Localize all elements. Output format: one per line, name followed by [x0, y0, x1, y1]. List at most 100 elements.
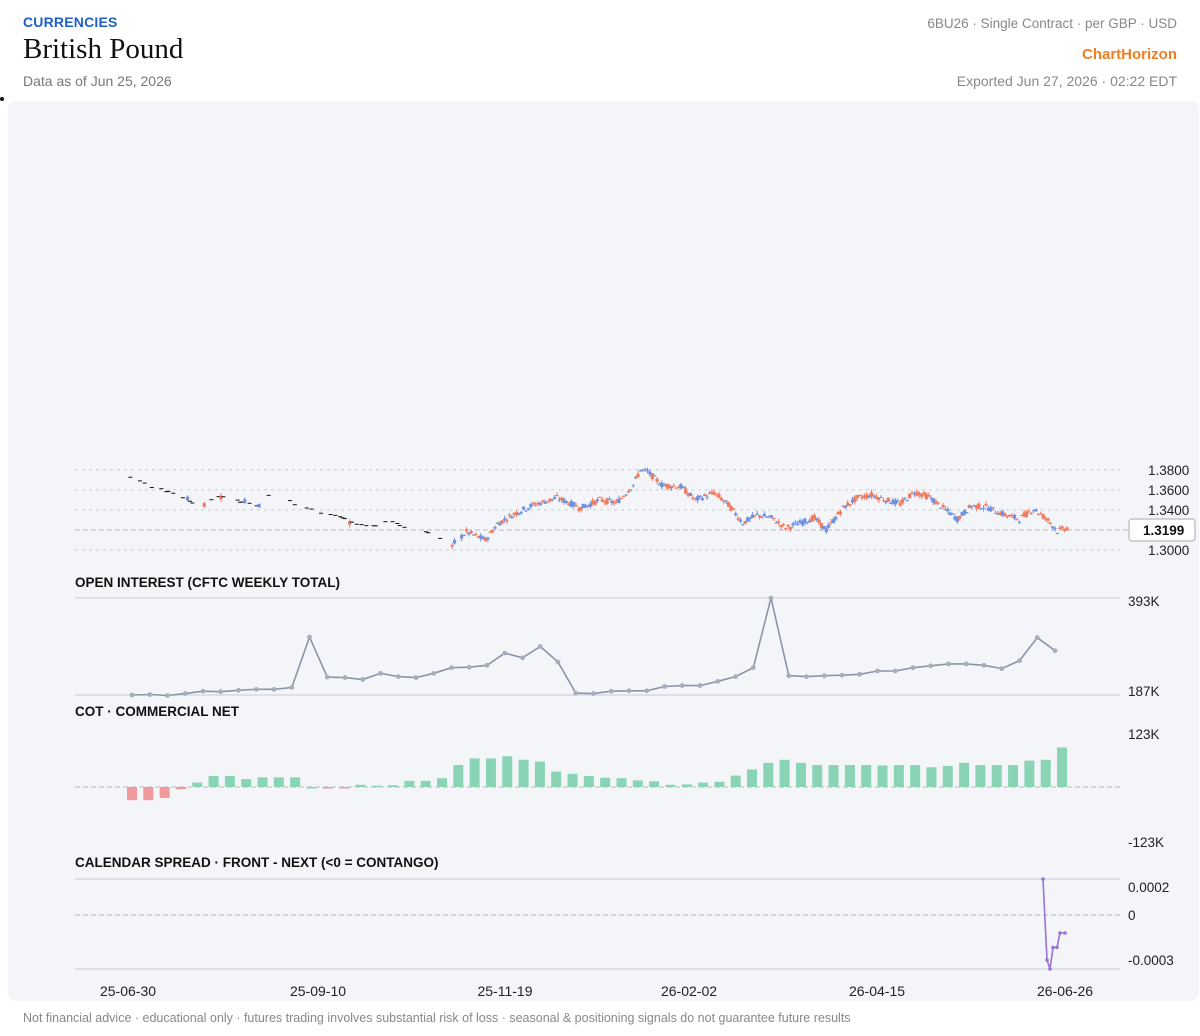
candle-body: [555, 495, 559, 497]
candle-body: [724, 500, 728, 502]
candle-body: [1022, 512, 1026, 517]
candle-body: [722, 500, 726, 502]
candle-body: [972, 505, 976, 507]
cot-bar: [1057, 747, 1067, 787]
candle-body: [862, 495, 867, 498]
candle-body: [884, 500, 888, 503]
cot-bar: [290, 777, 301, 787]
candle-body: [507, 514, 511, 516]
candle-body: [705, 496, 709, 498]
candle-body: [514, 512, 519, 515]
oi-point: [129, 692, 135, 698]
cot-bar: [551, 771, 562, 787]
candle-body: [691, 497, 695, 499]
candle-body: [202, 503, 206, 507]
cot-bar: [600, 777, 611, 787]
x-tick-label: 25-11-19: [477, 983, 532, 999]
cot-bar: [224, 776, 235, 787]
candle-body: [900, 499, 905, 503]
oi-point: [431, 670, 437, 676]
candle-body: [510, 516, 514, 519]
cot-bar: [502, 756, 513, 787]
candle-body: [819, 523, 824, 528]
oi-point: [608, 688, 614, 694]
candle-body: [1048, 522, 1052, 524]
oi-point: [182, 691, 188, 696]
candle-body: [476, 536, 480, 538]
candle-body: [958, 516, 962, 519]
candle-body: [984, 503, 988, 506]
candle-body: [1051, 526, 1055, 528]
spread-tick-label: 0: [1128, 908, 1136, 923]
oi-point: [662, 684, 667, 689]
cot-bar: [208, 776, 219, 787]
candle-body: [471, 534, 476, 536]
candle-body: [483, 537, 488, 541]
candle-body: [843, 505, 847, 509]
candle-body: [834, 516, 838, 520]
candle-body: [481, 536, 485, 540]
candle-body: [779, 525, 783, 528]
candle-body: [853, 496, 857, 502]
candle-body: [493, 527, 497, 529]
cot-title: COT · COMMERCIAL NET: [75, 704, 240, 719]
oi-point: [307, 634, 312, 640]
candle-body: [781, 524, 785, 526]
cot-bar: [437, 778, 447, 787]
candle-body: [695, 496, 700, 501]
x-tick-label: 25-06-30: [100, 983, 156, 999]
candle-body: [879, 496, 883, 498]
candle-body: [612, 502, 616, 504]
cot-bar: [698, 782, 709, 787]
bullet-dot: [0, 97, 4, 101]
candle-body: [610, 500, 614, 503]
cot-bar: [616, 778, 627, 787]
candle-body: [810, 516, 814, 522]
candle-body: [767, 516, 771, 518]
oi-point: [715, 678, 721, 684]
candle-body: [750, 514, 755, 518]
price-tick-label: 1.3400: [1148, 503, 1189, 518]
last-price-label: 1.3199: [1143, 523, 1184, 538]
candle-body: [495, 522, 500, 524]
candle-body: [557, 499, 561, 501]
oi-point: [679, 683, 685, 688]
candle-body: [538, 502, 542, 506]
candle-body: [693, 498, 697, 500]
candle-body: [576, 509, 581, 511]
category-label[interactable]: CURRENCIES: [23, 14, 118, 30]
candle-body: [912, 493, 917, 495]
candle-body: [929, 497, 933, 499]
oi-tick-label: 393K: [1128, 594, 1160, 609]
candle-body: [824, 528, 828, 532]
candle-body: [738, 519, 743, 522]
candle-body: [786, 524, 790, 527]
spread-point: [1055, 945, 1059, 950]
candle-body: [541, 500, 545, 502]
candle-body: [533, 504, 538, 506]
brand-logo[interactable]: ChartHorizon: [1082, 46, 1177, 63]
candle-body: [1053, 528, 1057, 530]
candle-body: [579, 506, 583, 511]
candle-body: [951, 513, 955, 515]
grid-layer: [75, 469, 1128, 970]
candle-body: [943, 508, 948, 510]
cot-series: [127, 747, 1067, 801]
candle-body: [753, 514, 757, 516]
candle-body: [712, 492, 716, 495]
candle-body: [1036, 513, 1041, 515]
candle-body: [777, 521, 781, 523]
candle-body: [805, 522, 809, 524]
cot-bar: [175, 787, 186, 790]
oi-point: [236, 687, 241, 693]
candle-body: [564, 501, 569, 503]
candle-body: [967, 505, 971, 508]
candle-body: [698, 495, 702, 498]
candle-body: [1063, 529, 1067, 531]
candle-body: [893, 499, 898, 505]
cot-bar: [632, 780, 643, 787]
cot-bar: [942, 765, 953, 787]
candle-body: [650, 473, 654, 480]
cot-bar: [1040, 759, 1051, 787]
candle-body: [936, 502, 940, 504]
